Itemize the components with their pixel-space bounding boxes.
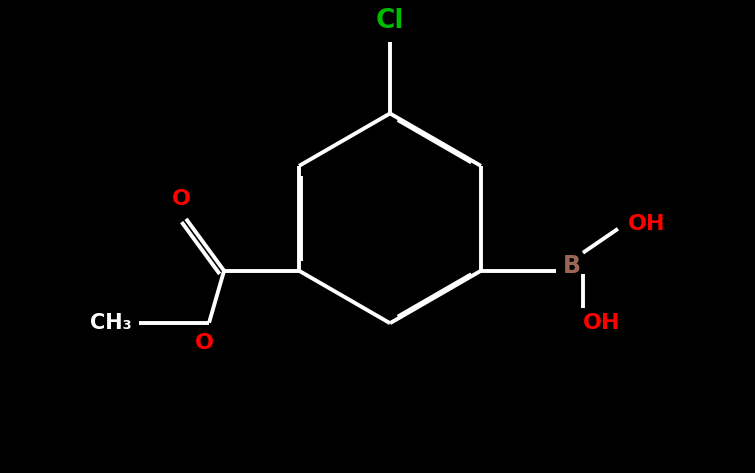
Text: OH: OH: [628, 214, 665, 234]
Text: CH₃: CH₃: [91, 313, 132, 333]
Text: O: O: [171, 189, 190, 209]
Text: OH: OH: [583, 313, 621, 333]
Text: O: O: [195, 333, 214, 353]
Text: B: B: [563, 254, 581, 278]
Text: Cl: Cl: [376, 8, 404, 34]
